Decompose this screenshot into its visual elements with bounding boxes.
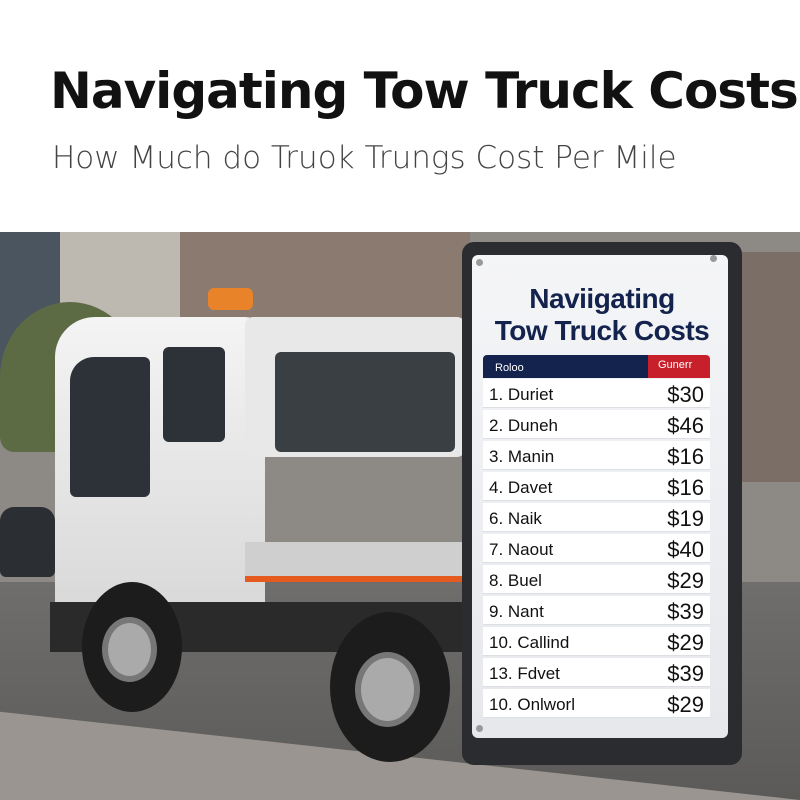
table-row: 10. Onlworl $29 xyxy=(483,689,710,718)
sign-title: Naviigating Tow Truck Costs xyxy=(482,283,722,347)
truck-window xyxy=(163,347,225,442)
tow-truck-photo: Naviigating Tow Truck Costs Roloo Gunerr… xyxy=(0,232,800,800)
table-header: Roloo Gunerr xyxy=(483,355,721,378)
page-title: Navigating Tow Truck Costs xyxy=(50,62,799,120)
row-price: $29 xyxy=(667,692,704,717)
table-row: 3. Manin $16 xyxy=(483,441,710,470)
row-name: 3. Manin xyxy=(489,447,555,466)
table-row: 4. Davet $16 xyxy=(483,472,710,501)
row-price: $29 xyxy=(667,630,704,655)
page-subtitle: How Much do Truok Trungs Cost Per Mile xyxy=(52,140,677,176)
row-name: 6. Naik xyxy=(489,509,542,528)
price-sign: Naviigating Tow Truck Costs Roloo Gunerr… xyxy=(462,242,742,765)
screw xyxy=(710,255,717,262)
parked-car xyxy=(0,507,55,577)
row-name: 10. Callind xyxy=(489,633,570,652)
sign-title-line: Tow Truck Costs xyxy=(494,315,710,346)
truck-bed xyxy=(245,542,465,582)
table-row: 8. Buel $29 xyxy=(483,565,710,594)
row-price: $16 xyxy=(667,475,704,500)
sign-panel: Naviigating Tow Truck Costs Roloo Gunerr… xyxy=(472,255,728,738)
wheel-hub xyxy=(355,652,420,727)
table-row: 7. Naout $40 xyxy=(483,534,710,563)
row-price: $40 xyxy=(667,537,704,562)
row-price: $39 xyxy=(667,599,704,624)
row-name: 7. Naout xyxy=(489,540,554,559)
row-price: $30 xyxy=(667,382,704,407)
column-header: Gunerr xyxy=(648,355,710,378)
table-row: 1. Duriet $30 xyxy=(483,379,710,408)
row-price: $39 xyxy=(667,661,704,686)
table-row: 13. Fdvet $39 xyxy=(483,658,710,687)
row-name: 8. Buel xyxy=(489,571,542,590)
column-header: Roloo xyxy=(483,355,648,378)
row-price: $46 xyxy=(667,413,704,438)
screw xyxy=(476,725,483,732)
truck-rear-window xyxy=(275,352,455,452)
row-name: 1. Duriet xyxy=(489,385,554,404)
building xyxy=(740,252,800,482)
row-price: $19 xyxy=(667,506,704,531)
table-row: 2. Duneh $46 xyxy=(483,410,710,439)
row-name: 10. Onlworl xyxy=(489,695,575,714)
table-row: 10. Callind $29 xyxy=(483,627,710,656)
table-row: 9. Nant $39 xyxy=(483,596,710,625)
beacon-light xyxy=(208,288,253,310)
table-row: 6. Naik $19 xyxy=(483,503,710,532)
screw xyxy=(476,259,483,266)
truck-window xyxy=(70,357,150,497)
wheel-hub xyxy=(102,617,157,682)
header: Navigating Tow Truck Costs How Much do T… xyxy=(0,0,800,232)
row-price: $29 xyxy=(667,568,704,593)
row-price: $16 xyxy=(667,444,704,469)
row-name: 13. Fdvet xyxy=(489,664,560,683)
sign-title-line: Naviigating xyxy=(529,283,675,314)
row-name: 4. Davet xyxy=(489,478,553,497)
row-name: 9. Nant xyxy=(489,602,544,621)
row-name: 2. Duneh xyxy=(489,416,558,435)
